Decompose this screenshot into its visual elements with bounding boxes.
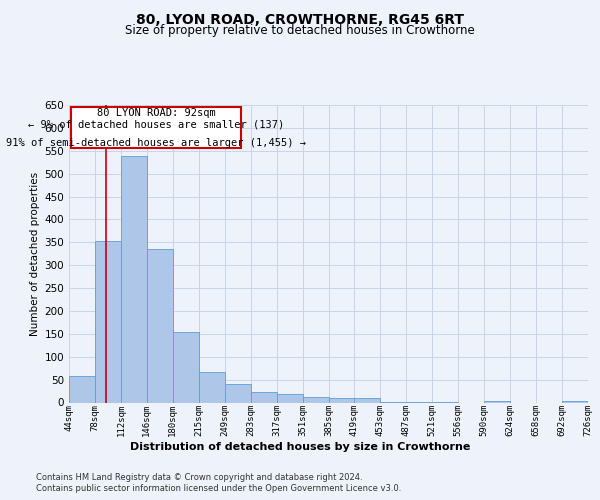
Bar: [484, 400, 510, 402]
Text: ← 9% of detached houses are smaller (137): ← 9% of detached houses are smaller (137…: [28, 119, 284, 129]
Text: Distribution of detached houses by size in Crowthorne: Distribution of detached houses by size …: [130, 442, 470, 452]
Text: 80 LYON ROAD: 92sqm: 80 LYON ROAD: 92sqm: [97, 108, 216, 118]
Bar: [71, 108, 241, 148]
Bar: [147, 249, 173, 402]
Text: Contains public sector information licensed under the Open Government Licence v3: Contains public sector information licen…: [36, 484, 401, 493]
Bar: [95, 241, 121, 402]
Bar: [251, 392, 277, 402]
Bar: [329, 398, 355, 402]
Bar: [69, 376, 95, 402]
Text: 80, LYON ROAD, CROWTHORNE, RG45 6RT: 80, LYON ROAD, CROWTHORNE, RG45 6RT: [136, 12, 464, 26]
Bar: [199, 372, 224, 402]
Text: Contains HM Land Registry data © Crown copyright and database right 2024.: Contains HM Land Registry data © Crown c…: [36, 472, 362, 482]
Text: Size of property relative to detached houses in Crowthorne: Size of property relative to detached ho…: [125, 24, 475, 37]
Y-axis label: Number of detached properties: Number of detached properties: [30, 172, 40, 336]
Bar: [224, 384, 251, 402]
Bar: [173, 332, 199, 402]
Bar: [355, 398, 380, 402]
Bar: [562, 401, 588, 402]
Bar: [277, 394, 302, 402]
Bar: [302, 398, 329, 402]
Text: 91% of semi-detached houses are larger (1,455) →: 91% of semi-detached houses are larger (…: [7, 138, 307, 148]
Bar: [121, 156, 147, 402]
